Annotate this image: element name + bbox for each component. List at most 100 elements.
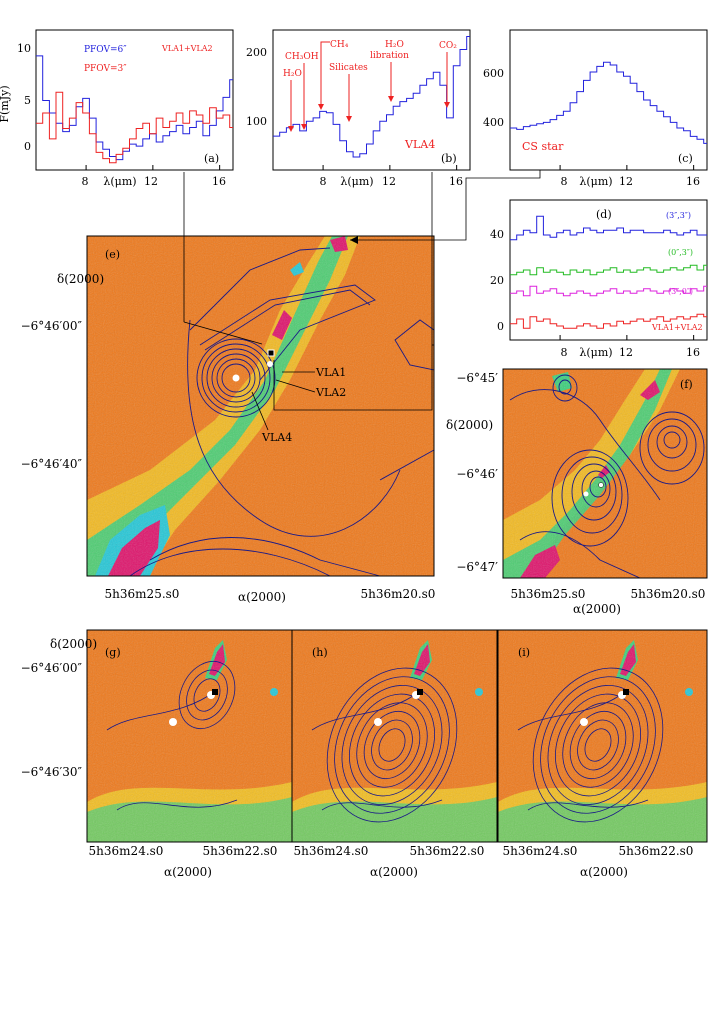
panel-g-contour-extra: [106, 689, 238, 811]
panel-i-vla4-marker: [580, 718, 588, 726]
panel-f: (f) δ(2000) −6°45′ −6°46′ −6°47′ 5h36m25…: [446, 368, 708, 616]
panel-i-contour: [569, 711, 627, 779]
vla2-leader: [275, 379, 316, 393]
panel-e-ytitle: δ(2000): [57, 272, 104, 286]
feature-ch3oh: CH₃OH: [285, 52, 319, 62]
panel-h-contour-extra: [311, 689, 443, 811]
panel-d-annotation: VLA1+VLA2: [651, 323, 703, 332]
panel-b-xtick-8: 8: [320, 175, 327, 188]
panel-e-ratick-1: 5h36m20.s0: [361, 587, 436, 601]
panel-i-contour-extra: [517, 689, 649, 811]
panel-i-contour: [584, 728, 612, 762]
panel-d-ytick-20: 20: [490, 274, 504, 287]
panel-c-series-0: [510, 61, 707, 144]
panel-a: F(mJy) 0 5 10 PFOV=6″ PFOV=3″ VLA1+VLA2 …: [0, 29, 234, 188]
panel-c-label: (c): [678, 152, 693, 165]
panel-d-xtick-12: 12: [619, 346, 633, 359]
panel-d-label: (d): [596, 208, 612, 221]
panel-g-label: (g): [105, 646, 121, 659]
panel-h-contours: [311, 667, 458, 823]
bottom-i-ratick-0: 5h36m24.s0: [503, 844, 578, 858]
panel-g-vla4-marker: [169, 718, 177, 726]
panel-f-dectick-0: −6°45′: [456, 371, 498, 385]
panel-b-label: (b): [441, 152, 457, 165]
panel-e-xtitle: α(2000): [238, 590, 286, 604]
panel-d-ytick-40: 40: [490, 228, 504, 241]
bottom-ytitle: δ(2000): [50, 637, 97, 651]
panel-i-contour: [540, 676, 656, 814]
panel-e-label: (e): [105, 248, 120, 261]
feature-arrows: [290, 41, 448, 128]
source-vla1-marker: [267, 349, 275, 357]
panel-i-contour: [547, 685, 649, 805]
connector-a-arrow: [183, 321, 263, 345]
panel-a-annotation: VLA1+VLA2: [161, 44, 213, 53]
panel-d-series-2: [510, 285, 707, 297]
panel-f-dectick-1: −6°46′: [456, 467, 498, 481]
panel-a-ylabel: F(mJy): [0, 85, 11, 122]
panel-c-ytick-600: 600: [483, 67, 504, 80]
panel-i-contours: [517, 667, 664, 823]
panel-e-noise: [87, 236, 434, 576]
panel-a-ytick-1: 5: [24, 94, 31, 107]
panel-a-xlabel: λ(μm): [103, 175, 136, 188]
panel-h-contour: [363, 711, 421, 779]
bottom-h-ratick-0: 5h36m24.s0: [294, 844, 369, 858]
panel-d-ytick-0: 0: [497, 320, 504, 333]
feature-co2: CO₂: [439, 41, 457, 51]
panel-b: 100 200 H₂O CH₃OH CH₄ Silicates H₂O libr…: [246, 29, 471, 188]
panel-h-contour: [356, 702, 428, 788]
bottom-g-ratick-1: 5h36m22.s0: [203, 844, 278, 858]
source-vla2-label: VLA2: [315, 386, 346, 399]
panel-h-frame: [291, 629, 498, 843]
panel-h-vla4-marker: [374, 718, 382, 726]
panel-c-plot: [510, 61, 707, 170]
panel-c-xtick-8: 8: [561, 175, 568, 188]
bottom-g-ratick-0: 5h36m24.s0: [89, 844, 164, 858]
panel-g-vla1-marker: [212, 689, 218, 695]
connector-c: [350, 170, 541, 241]
panel-b-xtick-16: 16: [449, 175, 463, 188]
panel-d-series-3: [510, 313, 707, 329]
panel-a-label: (a): [204, 152, 219, 165]
panel-c-source: CS star: [522, 140, 564, 153]
panel-a-xtick-16: 16: [212, 175, 226, 188]
panel-i-contour: [577, 719, 619, 771]
panel-f-ytitle: δ(2000): [446, 418, 493, 432]
panel-d: 0 20 40 (d) (3″,3″) (0″,3″) (3″,0″) VLA1…: [490, 199, 708, 359]
feature-arrowheads: [288, 96, 450, 132]
bottom-h-ratick-1: 5h36m22.s0: [410, 844, 485, 858]
panel-e: VLA1 VLA2 VLA4 (e) δ(2000) −6°46′00″ −6°…: [21, 170, 541, 604]
panel-d-xtick-16: 16: [686, 346, 700, 359]
panel-f-ratick-0: 5h36m25.s0: [511, 587, 586, 601]
bottom-i-ratick-1: 5h36m22.s0: [619, 844, 694, 858]
panel-a-xtick-8: 8: [82, 175, 89, 188]
panel-b-ytick-200: 200: [246, 46, 267, 59]
panel-b-xtick-12: 12: [382, 175, 396, 188]
panel-d-series-0: [510, 215, 707, 241]
panel-h-noise: [292, 630, 497, 842]
vla4-leader: [251, 391, 269, 431]
panel-c-xtick-12: 12: [619, 175, 633, 188]
panel-f-contours: [509, 374, 705, 579]
panel-d-offset-30: (3″,0″): [668, 287, 693, 296]
panel-d-xtick-8: 8: [561, 346, 568, 359]
panel-d-xlabel: λ(μm): [579, 346, 612, 359]
panel-g-contours: [106, 661, 238, 811]
panel-a-xtick-12: 12: [144, 175, 158, 188]
panel-g-contour: [186, 669, 228, 721]
panel-c-ytick-400: 400: [483, 116, 504, 129]
panel-f-label: (f): [680, 378, 693, 391]
panel-c: 400 600 CS star (c) 8 12 16 λ(μm): [483, 29, 708, 188]
panel-a-ytick-0: 0: [24, 140, 31, 153]
panel-a-legend-6: PFOV=6″: [84, 45, 127, 55]
panel-a-series-0: [36, 55, 233, 161]
panel-g-contour: [178, 661, 236, 729]
panel-i-contour: [562, 702, 634, 788]
panel-h-label: (h): [312, 646, 328, 659]
panel-a-legend-3: PFOV=3″: [84, 64, 127, 74]
panel-e-contours: [129, 247, 435, 577]
panel-c-xlabel: λ(μm): [579, 175, 612, 188]
feature-ch4: CH₄: [330, 40, 349, 50]
